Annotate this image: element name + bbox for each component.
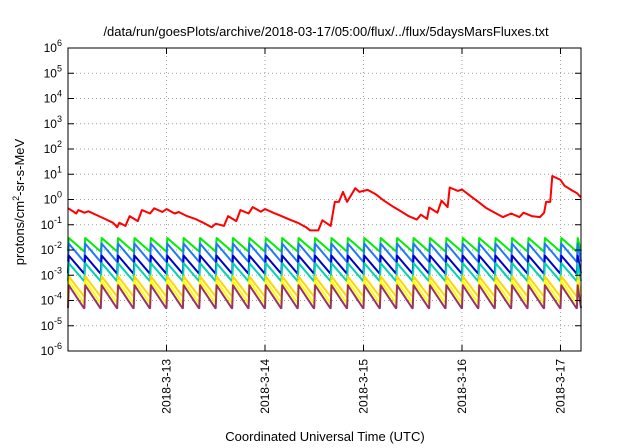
- y-tick-label: 102: [44, 139, 62, 156]
- y-tick-label: 10-4: [41, 291, 62, 308]
- y-tick-label: 100: [44, 190, 62, 207]
- y-tick-label: 106: [44, 38, 62, 55]
- x-axis-label: Coordinated Universal Time (UTC): [225, 429, 424, 444]
- y-tick-label: 104: [44, 89, 62, 106]
- y-tick-labels: 10-6 10-5 10-4 10-3 10-2 10-1 100 101 102 103 104 1…: [41, 38, 62, 358]
- chart-title: /data/run/goesPlots/archive/2018-03-17/0…: [103, 24, 549, 39]
- y-tick-label: 10-6: [41, 341, 62, 358]
- x-tick-label: 2018-3-17: [553, 359, 567, 414]
- x-tick-labels: 2018-3-13 2018-3-14 2018-3-15 2018-3-16 2018…: [159, 359, 567, 414]
- axis-ticks: [68, 47, 581, 352]
- series-lines: [67, 175, 582, 310]
- y-tick-label: 10-1: [41, 215, 62, 232]
- y-axis-label: protons/cm2-sr-s-MeV: [11, 138, 27, 265]
- x-tick-label: 2018-3-15: [356, 359, 370, 414]
- y-tick-label: 10-3: [41, 265, 62, 282]
- y-tick-label: 103: [44, 114, 62, 131]
- y-tick-label: 105: [44, 63, 62, 80]
- series-line-4: [67, 254, 582, 275]
- y-tick-label: 10-5: [41, 316, 62, 333]
- y-tick-label: 101: [44, 164, 62, 181]
- grid-lines: [68, 48, 581, 351]
- series-line-8: [67, 284, 582, 310]
- series-line-2: [67, 237, 582, 253]
- x-tick-label: 2018-3-14: [258, 359, 272, 414]
- series-line-1: [67, 175, 582, 232]
- x-tick-label: 2018-3-16: [455, 359, 469, 414]
- x-tick-label: 2018-3-13: [159, 359, 173, 414]
- y-tick-label: 10-2: [41, 240, 62, 257]
